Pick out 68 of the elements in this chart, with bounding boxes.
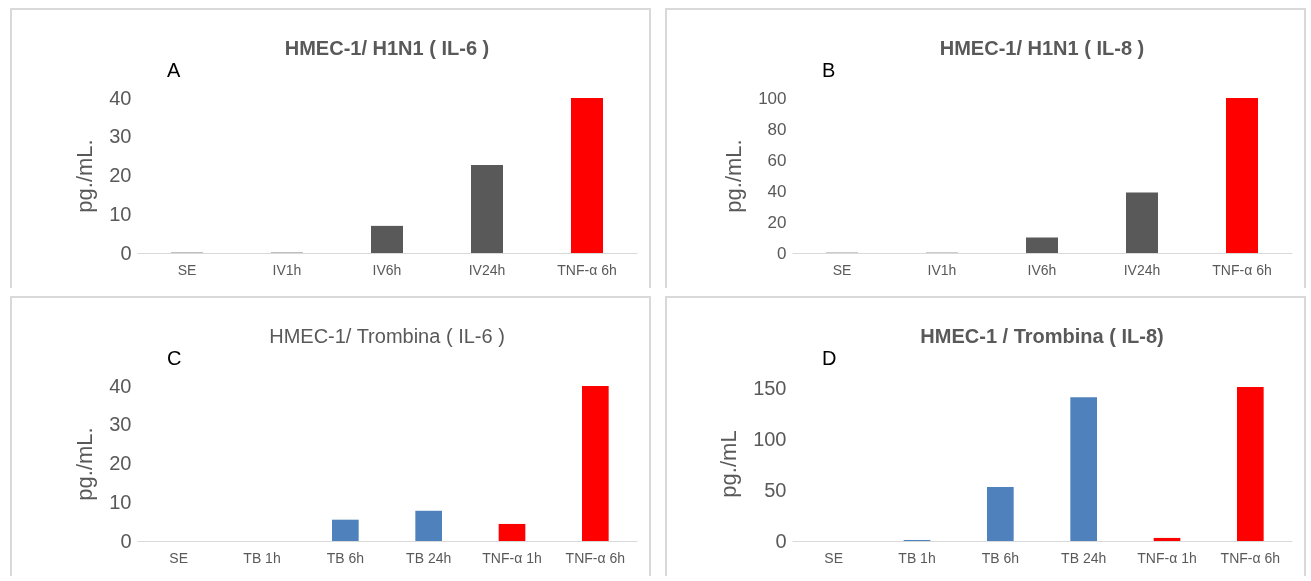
y-tick-label: 0 [777,243,787,263]
bar [1153,537,1181,541]
bar [1126,192,1158,253]
x-tick-label: TNF-α 6h [565,549,626,566]
x-tick-label: TB 24h [406,549,452,566]
x-tick-label: TB 1h [898,549,936,566]
x-tick-label: TNF-α 1h [1137,549,1197,566]
y-tick-label: 20 [767,212,787,232]
x-tick-label: TB 6h [981,549,1020,566]
y-tick-label: 10 [109,490,132,513]
bar [371,225,403,253]
y-tick-label: 10 [109,202,132,225]
text: A [167,59,181,81]
y-tick-label: 30 [109,125,132,148]
chart-title: HMEC-1/ H1N1 ( IL-6 ) [284,37,490,59]
bar [1026,237,1058,253]
bar [582,386,609,541]
bar [1237,387,1264,541]
x-tick-label: SE [177,261,197,278]
x-tick-label: IV6h [372,261,402,278]
chart-title: HMEC-1 / Trombina ( IL-8) [920,325,1164,347]
y-tick-label: 100 [753,427,787,450]
x-tick-label: IV24h [1123,261,1161,278]
chart-title: HMEC-1/ H1N1 ( IL-8 ) [939,37,1145,59]
bar [332,519,359,541]
text: B [822,59,836,81]
y-axis-title: pg./mL. [72,139,98,213]
x-tick-label: TB 24h [1061,549,1107,566]
y-tick-label: 30 [109,413,132,436]
y-tick-label: 0 [775,529,787,552]
x-tick-label: TNF-α 6h [1212,261,1272,278]
x-tick-label: IV6h [1027,261,1057,278]
y-axis-title: pg./mL. [72,427,98,501]
x-tick-label: SE [832,261,852,278]
y-tick-label: 150 [753,376,787,399]
text: D [822,347,837,369]
x-tick-label: IV1h [927,261,957,278]
y-tick-label: 40 [109,374,132,397]
x-tick-label: TNF-α 6h [1220,549,1281,566]
chart-title: HMEC-1/ Trombina ( IL-6 ) [269,325,505,347]
x-tick-label: IV1h [272,261,302,278]
x-tick-label: TNF-α 6h [557,261,617,278]
x-tick-label: SE [824,549,844,566]
x-tick-label: SE [169,549,189,566]
x-tick-label: TB 6h [326,549,365,566]
bar [1226,98,1258,253]
bar [1070,397,1097,541]
x-tick-label: IV24h [468,261,506,278]
y-tick-label: 20 [109,164,132,186]
y-tick-label: 20 [109,452,132,474]
y-tick-label: 50 [764,478,787,501]
y-tick-label: 40 [109,86,132,109]
x-tick-label: TB 1h [243,549,281,566]
y-tick-label: 80 [767,119,787,139]
x-tick-label: TNF-α 1h [482,549,542,566]
y-tick-label: 0 [120,241,132,264]
text: C [167,347,182,369]
bar [987,486,1014,541]
y-axis-title: pg./mL. [721,139,747,213]
y-tick-label: 60 [767,150,787,170]
bar [471,165,503,253]
y-tick-label: 40 [767,181,787,201]
bar [498,523,526,541]
y-tick-label: 0 [120,529,132,552]
y-tick-label: 100 [758,88,787,108]
y-axis-title: pg./mL [716,430,742,498]
bar [415,510,442,541]
bar [571,98,603,253]
